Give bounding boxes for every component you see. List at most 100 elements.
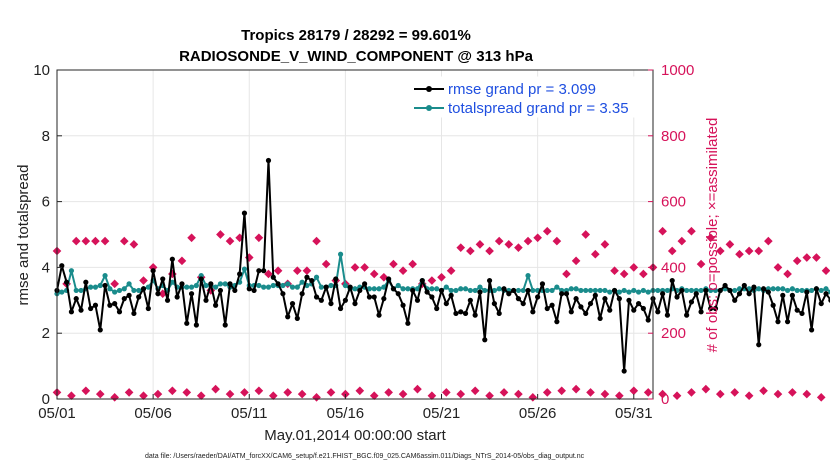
rmse-point bbox=[486, 277, 493, 284]
rmse-point bbox=[597, 315, 603, 321]
totalspread-point bbox=[222, 281, 228, 287]
obs-assimilated-point bbox=[677, 236, 687, 246]
totalspread-point bbox=[626, 289, 632, 295]
rmse-point bbox=[92, 302, 99, 308]
obs-assimilated-point bbox=[715, 246, 725, 256]
totalspread-point bbox=[213, 284, 219, 290]
obs-assimilated-point bbox=[408, 259, 417, 269]
rmse-point bbox=[669, 277, 675, 284]
rmse-point bbox=[347, 284, 353, 290]
totalspread-point bbox=[107, 286, 113, 292]
y-right-tick-label: 400 bbox=[661, 259, 686, 276]
rmse-point bbox=[116, 309, 123, 315]
y-axis-left-label: rmse and totalspread bbox=[15, 165, 32, 306]
obs-possible-point bbox=[773, 389, 783, 399]
rmse-point bbox=[626, 297, 632, 303]
series-obs-possible bbox=[52, 384, 826, 402]
totalspread-point bbox=[395, 282, 401, 289]
obs-assimilated-point bbox=[446, 266, 456, 276]
totalspread-point bbox=[491, 287, 497, 294]
y-left-tick-label: 10 bbox=[33, 62, 50, 79]
rmse-point bbox=[107, 302, 113, 308]
obs-possible-point bbox=[557, 386, 566, 396]
y-left-tick-label: 2 bbox=[42, 325, 50, 342]
rmse-point bbox=[660, 291, 666, 297]
rmse-point bbox=[241, 210, 248, 216]
rmse-point bbox=[736, 291, 743, 297]
totalspread-point bbox=[818, 287, 824, 294]
rmse-point bbox=[400, 302, 406, 308]
obs-assimilated-point bbox=[562, 269, 571, 279]
totalspread-point bbox=[645, 289, 651, 295]
rmse-point bbox=[68, 309, 75, 315]
obs-assimilated-point bbox=[706, 233, 715, 243]
legend-spread-label: totalspread grand pr = 3.35 bbox=[448, 100, 629, 117]
obs-assimilated-point bbox=[293, 266, 302, 276]
obs-assimilated-point bbox=[504, 240, 514, 249]
obs-possible-point bbox=[283, 388, 293, 397]
obs-assimilated-point bbox=[91, 236, 100, 246]
obs-possible-point bbox=[643, 388, 653, 397]
totalspread-point bbox=[318, 284, 324, 290]
rmse-point bbox=[184, 320, 190, 326]
obs-assimilated-point bbox=[812, 253, 821, 262]
rmse-point bbox=[145, 305, 151, 312]
totalspread-point bbox=[583, 287, 589, 294]
obs-assimilated-point bbox=[514, 243, 523, 252]
rmse-point bbox=[164, 297, 171, 303]
rmse-point bbox=[467, 297, 473, 303]
totalspread-point bbox=[635, 289, 642, 295]
obs-assimilated-point bbox=[792, 256, 802, 266]
totalspread-point bbox=[712, 287, 719, 294]
rmse-point bbox=[275, 281, 281, 287]
totalspread-point bbox=[688, 287, 695, 294]
rmse-point bbox=[366, 294, 373, 300]
totalspread-point bbox=[429, 286, 435, 292]
totalspread-point bbox=[92, 284, 99, 290]
totalspread-point bbox=[169, 279, 175, 285]
totalspread-point bbox=[68, 268, 75, 274]
rmse-point bbox=[381, 296, 387, 302]
totalspread-point bbox=[789, 286, 795, 292]
rmse-point bbox=[592, 292, 598, 298]
obs-assimilated-point bbox=[225, 236, 235, 246]
totalspread-point bbox=[780, 286, 786, 292]
totalspread-point bbox=[145, 284, 151, 290]
totalspread-point bbox=[823, 286, 829, 292]
totalspread-point bbox=[597, 287, 603, 294]
rmse-point bbox=[472, 312, 478, 318]
obs-assimilated-point bbox=[783, 269, 792, 279]
obs-assimilated-point bbox=[533, 233, 542, 243]
obs-assimilated-point bbox=[619, 269, 629, 279]
totalspread-point bbox=[631, 287, 637, 294]
rmse-point bbox=[525, 287, 531, 294]
obs-assimilated-point bbox=[725, 240, 735, 249]
rmse-point bbox=[684, 312, 690, 318]
obs-possible-point bbox=[816, 393, 826, 402]
rmse-point bbox=[578, 304, 584, 310]
rmse-point bbox=[251, 287, 257, 294]
totalspread-point bbox=[414, 286, 421, 292]
y-axis-right: 0 200 400 600 800 1000 bbox=[648, 62, 694, 408]
obs-possible-point bbox=[153, 389, 163, 399]
obs-assimilated-point bbox=[302, 266, 312, 276]
rmse-point bbox=[352, 300, 358, 307]
rmse-point bbox=[121, 296, 127, 302]
rmse-point bbox=[337, 305, 344, 312]
rmse-point bbox=[213, 302, 219, 308]
totalspread-point bbox=[366, 286, 373, 292]
rmse-point bbox=[607, 307, 613, 313]
rmse-point bbox=[410, 287, 416, 294]
rmse-point bbox=[160, 276, 166, 282]
totalspread-point bbox=[256, 282, 262, 289]
rmse-point bbox=[174, 294, 180, 300]
totalspread-point bbox=[313, 274, 320, 280]
rmse-point bbox=[232, 287, 238, 294]
obs-assimilated-point bbox=[139, 276, 148, 285]
obs-assimilated-point bbox=[264, 269, 273, 279]
obs-possible-point bbox=[514, 389, 523, 399]
rmse-point bbox=[501, 286, 507, 292]
obs-possible-point bbox=[542, 388, 552, 397]
obs-assimilated-point bbox=[129, 240, 139, 249]
